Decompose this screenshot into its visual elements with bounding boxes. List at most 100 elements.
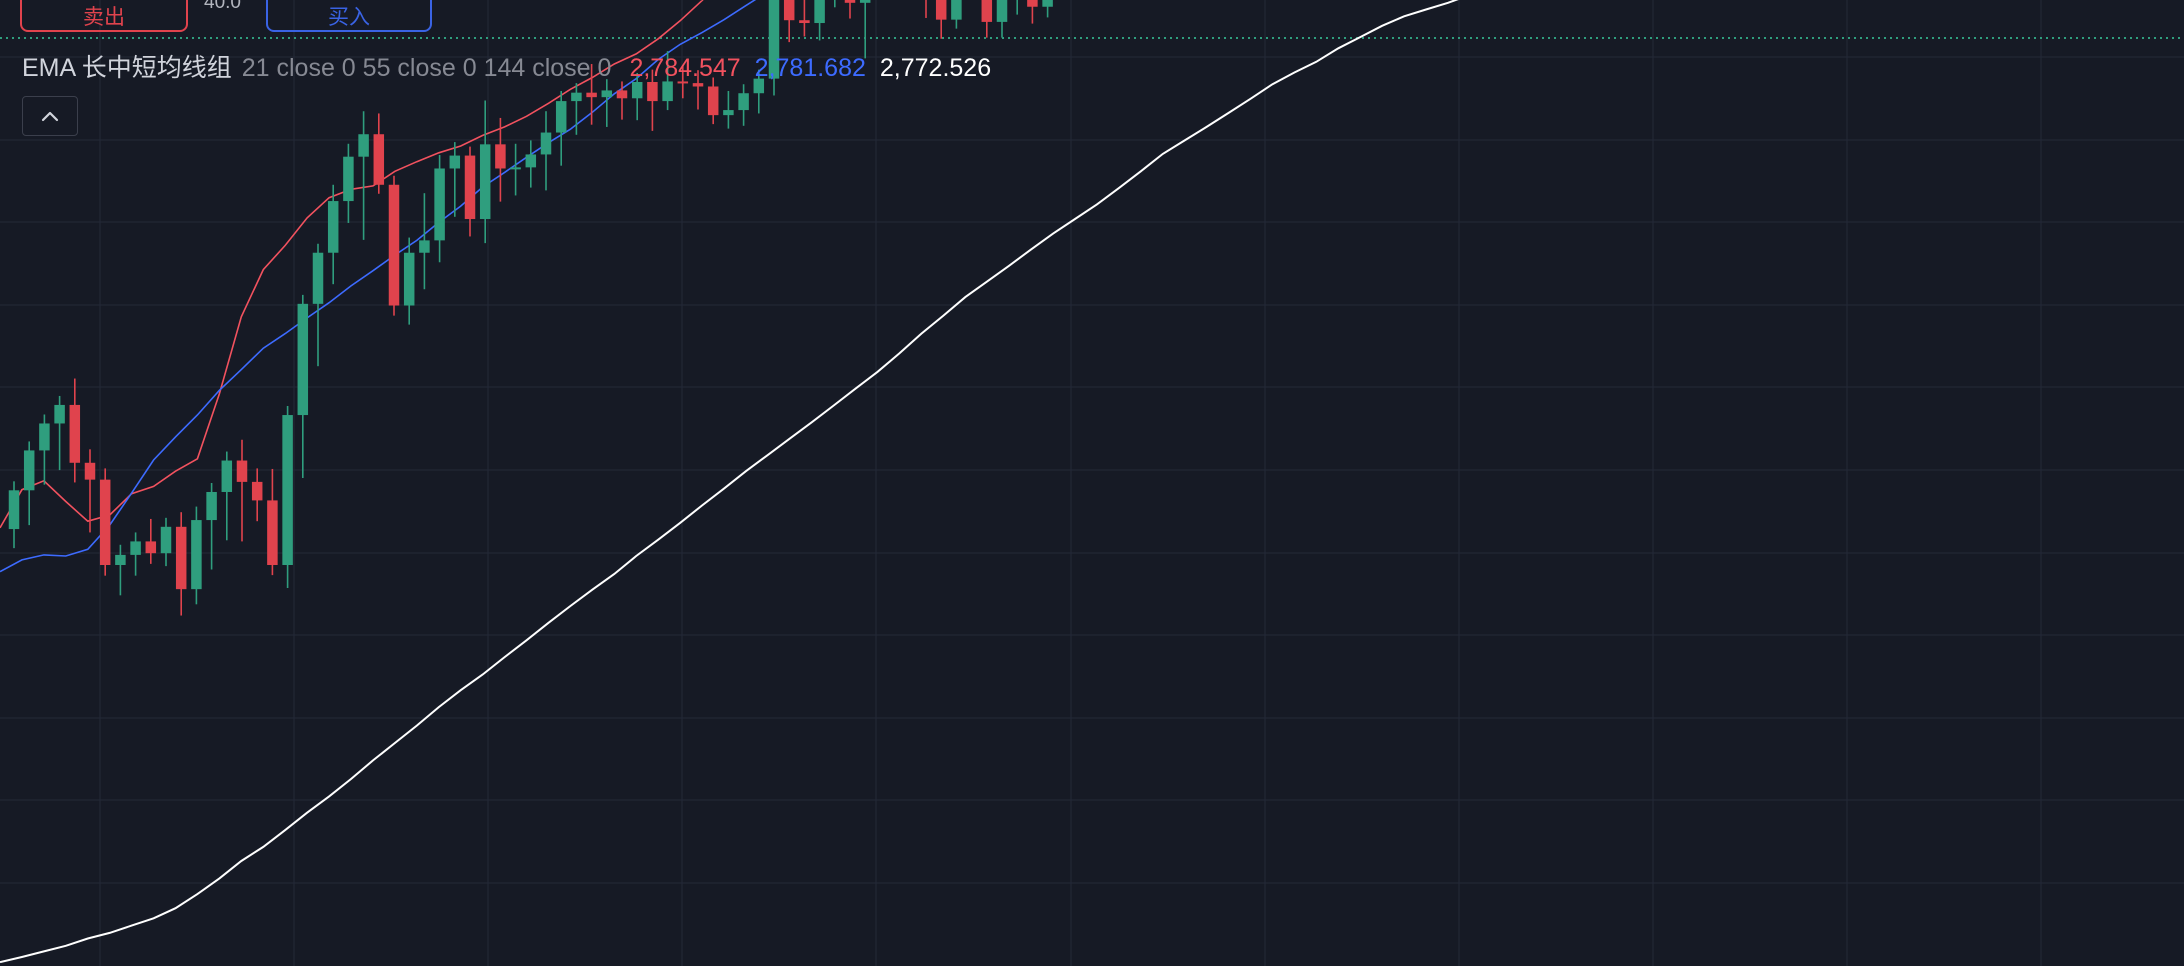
candle	[434, 155, 445, 263]
candle-body	[130, 541, 141, 555]
candle	[479, 100, 491, 244]
candle-body	[738, 93, 749, 111]
candle	[449, 142, 461, 217]
candle	[160, 517, 172, 567]
candle	[267, 468, 278, 576]
candle	[358, 111, 369, 240]
candle	[783, 0, 795, 43]
candle	[8, 481, 20, 549]
candle-body	[403, 252, 415, 306]
candle	[951, 0, 962, 29]
candle-body	[951, 0, 962, 20]
candle-body	[312, 252, 324, 304]
candle-body	[631, 81, 643, 99]
spread-value: 40.0	[204, 0, 241, 13]
candle	[145, 518, 157, 564]
candle-body	[191, 520, 202, 590]
candle	[799, 0, 810, 37]
candle	[647, 69, 658, 131]
candle-body	[677, 81, 689, 84]
candle-body	[54, 404, 65, 424]
indicator-legend[interactable]: EMA 长中短均线组 21 close 0 55 close 0 144 clo…	[22, 52, 1005, 84]
candle-body	[996, 0, 1008, 22]
candle-body	[236, 460, 248, 482]
candle	[707, 77, 719, 125]
candle-body	[555, 101, 567, 133]
candle-body	[327, 201, 339, 253]
ema-21-line	[0, 0, 704, 529]
candle-body	[510, 167, 521, 170]
candle	[925, 0, 927, 18]
candle	[115, 544, 126, 596]
candle-body	[981, 0, 993, 22]
candle	[39, 414, 50, 485]
candle	[282, 406, 293, 589]
candle	[175, 512, 187, 616]
candle-body	[662, 81, 673, 102]
candle-body	[768, 0, 780, 79]
candle	[844, 0, 856, 19]
candle	[312, 243, 324, 367]
candle	[23, 441, 35, 526]
candle-body	[859, 0, 871, 3]
candle-body	[145, 541, 157, 554]
ema-144-line	[0, 0, 1459, 964]
ema-144-value: 2,772.526	[879, 54, 992, 82]
candle	[69, 378, 81, 483]
candle	[586, 64, 597, 125]
candle-body	[540, 132, 552, 155]
candle-body	[935, 0, 947, 20]
candle	[859, 0, 871, 59]
candle	[403, 237, 415, 325]
candle	[191, 506, 202, 605]
candle	[388, 175, 400, 316]
candle	[1016, 0, 1019, 15]
candle	[525, 140, 537, 188]
candle	[130, 532, 141, 576]
buy-button[interactable]: 买入	[266, 0, 432, 32]
ema-55-line	[0, 0, 757, 573]
candle	[555, 90, 567, 166]
candle-body	[99, 479, 111, 565]
candle-body	[586, 92, 597, 98]
sell-button[interactable]: 卖出	[20, 0, 188, 32]
candle-body	[799, 20, 810, 24]
candle-body	[251, 481, 263, 501]
candle-body	[267, 500, 278, 565]
candle-body	[464, 155, 476, 220]
candle	[221, 451, 233, 541]
ema-lines	[0, 0, 1459, 964]
candle-body	[358, 134, 369, 157]
candle	[464, 146, 476, 237]
candle	[84, 449, 96, 533]
candle	[631, 73, 643, 121]
candle-body	[753, 78, 765, 94]
candle-body	[282, 415, 293, 565]
candle	[1042, 0, 1053, 18]
ema-21-value: 2,784.547	[629, 54, 741, 82]
candle-body	[1042, 0, 1053, 7]
candle	[327, 184, 339, 285]
candle	[297, 294, 309, 478]
candle	[677, 65, 689, 99]
candle-body	[707, 86, 719, 116]
candle-body	[206, 491, 217, 521]
collapse-button[interactable]	[22, 96, 78, 136]
candle-body	[814, 0, 825, 24]
candle	[206, 483, 217, 570]
indicator-params: 21 close 0 55 close 0 144 close 0	[241, 54, 612, 82]
candle-body	[343, 156, 354, 202]
candle-body	[1027, 0, 1038, 7]
candle-body	[23, 450, 35, 491]
candle	[510, 143, 521, 196]
chevron-up-icon	[41, 111, 59, 122]
candle-body	[783, 0, 795, 21]
candle-body	[115, 554, 126, 565]
candle	[935, 0, 947, 39]
candle	[419, 193, 430, 290]
candle	[99, 468, 111, 576]
candle-body	[388, 184, 400, 306]
candle	[616, 81, 628, 120]
